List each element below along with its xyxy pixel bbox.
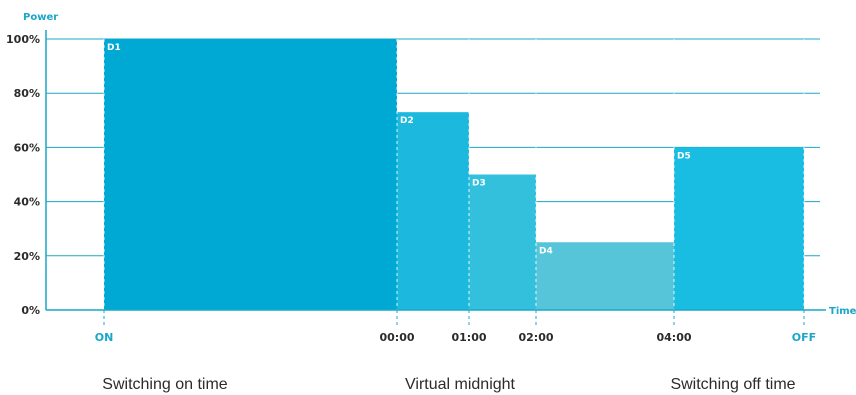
- x-tick-label: OFF: [792, 331, 816, 344]
- y-tick-label: 40%: [14, 196, 40, 209]
- y-tick-label: 0%: [21, 304, 40, 317]
- bars: [103, 39, 805, 326]
- y-tick-label: 20%: [14, 250, 40, 263]
- y-tick-label: 60%: [14, 141, 40, 154]
- bar-d5: [674, 147, 804, 310]
- x-tick-label: ON: [95, 331, 114, 344]
- x-axis-title: Time: [829, 306, 856, 317]
- bar-d1: [104, 39, 397, 310]
- axes: [45, 30, 826, 327]
- bar-label: D2: [400, 116, 414, 126]
- annotation-caption: Switching off time: [670, 376, 795, 393]
- x-tick-label: 00:00: [379, 331, 414, 344]
- annotation-caption: Switching on time: [102, 376, 227, 393]
- labels: 0% 20% 40% 60% 80% 100% D1 D2 D3 D4 D5 Power Time ON 0…: [6, 12, 856, 393]
- bar-label: D1: [107, 43, 121, 53]
- bar-label: D4: [539, 246, 553, 256]
- bar-d3: [469, 174, 536, 310]
- x-tick-label: 02:00: [518, 331, 553, 344]
- y-axis-title: Power: [23, 12, 58, 23]
- bar-d4: [536, 242, 674, 310]
- annotation-caption: Virtual midnight: [405, 376, 516, 393]
- x-tick-label: 01:00: [451, 331, 486, 344]
- bar-label: D3: [472, 179, 486, 189]
- x-tick-label: 04:00: [656, 331, 691, 344]
- bar-label: D5: [677, 151, 691, 161]
- bar-d2: [397, 112, 469, 310]
- y-tick-label: 80%: [14, 87, 40, 100]
- y-tick-label: 100%: [6, 33, 40, 46]
